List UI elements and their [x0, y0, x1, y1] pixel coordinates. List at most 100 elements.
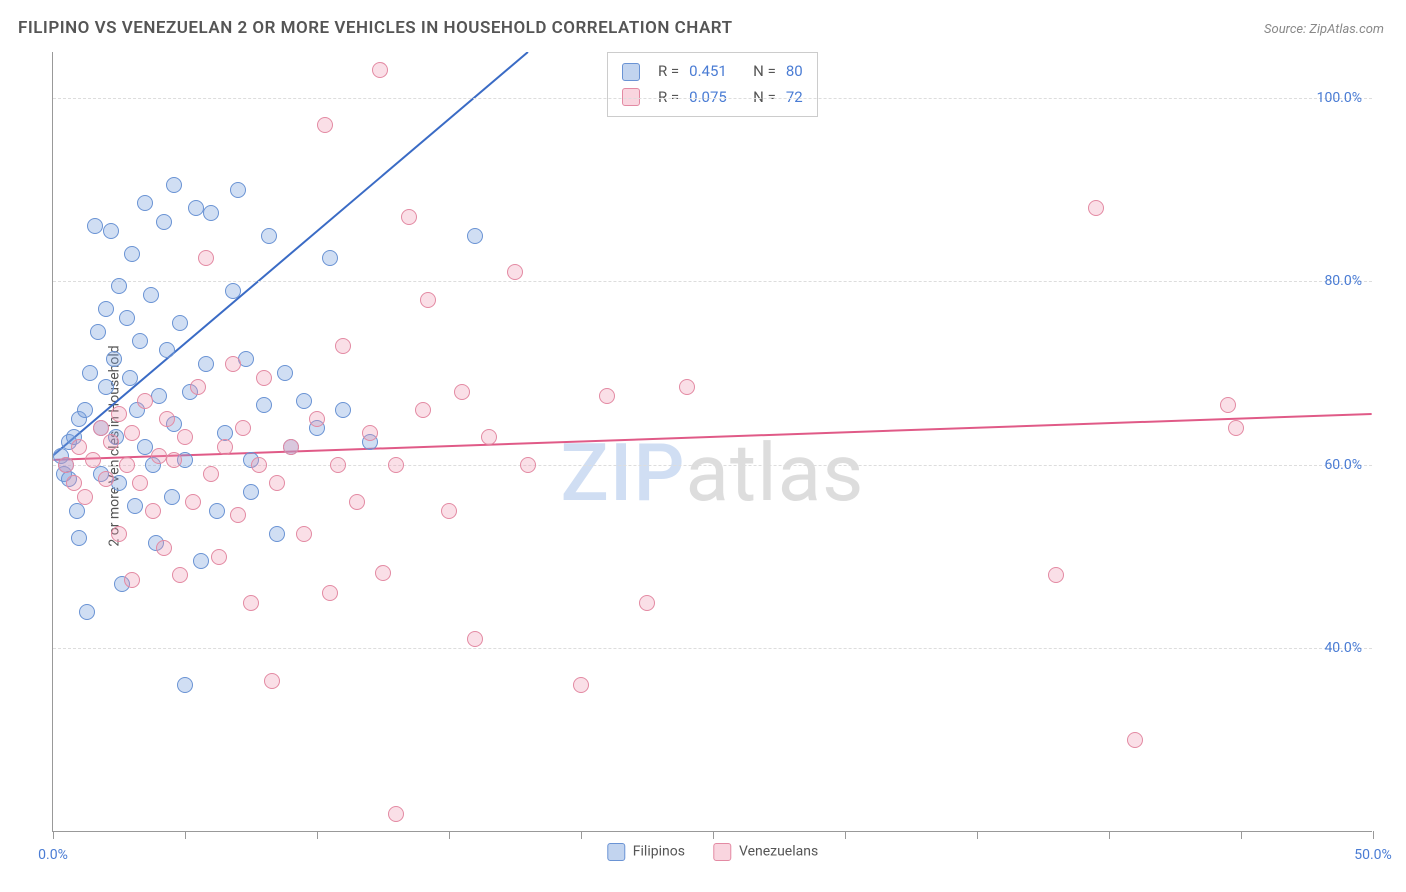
scatter-point — [415, 402, 431, 418]
y-tick-label: 40.0% — [1324, 640, 1362, 656]
y-tick-label: 80.0% — [1324, 273, 1362, 289]
scatter-point — [85, 452, 101, 468]
scatter-point — [401, 209, 417, 225]
scatter-point — [164, 489, 180, 505]
scatter-point — [573, 677, 589, 693]
legend-swatch — [622, 63, 640, 81]
scatter-point — [388, 457, 404, 473]
source-attribution: Source: ZipAtlas.com — [1264, 22, 1384, 37]
n-value: 80 — [786, 59, 803, 85]
scatter-point — [132, 333, 148, 349]
scatter-point — [98, 301, 114, 317]
scatter-point — [193, 553, 209, 569]
scatter-point — [198, 356, 214, 372]
series-legend: FilipinosVenezuelans — [607, 843, 818, 861]
chart-title: FILIPINO VS VENEZUELAN 2 OR MORE VEHICLE… — [18, 18, 733, 38]
scatter-point — [177, 429, 193, 445]
scatter-point — [309, 411, 325, 427]
scatter-point — [190, 379, 206, 395]
scatter-point — [335, 402, 351, 418]
scatter-point — [185, 494, 201, 510]
x-tick — [53, 831, 54, 839]
x-tick-label: 50.0% — [1354, 847, 1392, 863]
scatter-point — [93, 420, 109, 436]
gridline-h — [53, 281, 1372, 282]
scatter-point — [1127, 732, 1143, 748]
scatter-point — [349, 494, 365, 510]
x-tick — [1373, 831, 1374, 839]
scatter-point — [211, 549, 227, 565]
scatter-point — [261, 228, 277, 244]
scatter-point — [317, 117, 333, 133]
scatter-point — [467, 228, 483, 244]
scatter-point — [103, 434, 119, 450]
scatter-point — [481, 429, 497, 445]
x-tick — [977, 831, 978, 839]
scatter-point — [225, 356, 241, 372]
legend-item: Filipinos — [607, 843, 685, 861]
scatter-point — [1228, 420, 1244, 436]
scatter-point — [375, 565, 391, 581]
scatter-point — [188, 200, 204, 216]
scatter-point — [71, 530, 87, 546]
plot-area: ZIPatlas R =0.451N =80R =0.075N =72 Fili… — [52, 52, 1372, 832]
scatter-point — [388, 806, 404, 822]
r-value: 0.451 — [689, 59, 743, 85]
scatter-point — [137, 393, 153, 409]
scatter-point — [119, 457, 135, 473]
scatter-point — [296, 393, 312, 409]
scatter-point — [106, 351, 122, 367]
scatter-point — [122, 370, 138, 386]
scatter-point — [124, 572, 140, 588]
scatter-point — [420, 292, 436, 308]
scatter-point — [639, 595, 655, 611]
scatter-point — [372, 62, 388, 78]
scatter-point — [71, 439, 87, 455]
scatter-point — [203, 466, 219, 482]
scatter-point — [111, 406, 127, 422]
legend-label: Filipinos — [633, 844, 685, 860]
scatter-point — [322, 250, 338, 266]
scatter-point — [1048, 567, 1064, 583]
scatter-point — [520, 457, 536, 473]
x-tick — [581, 831, 582, 839]
scatter-point — [230, 507, 246, 523]
scatter-point — [111, 526, 127, 542]
scatter-point — [77, 489, 93, 505]
scatter-point — [143, 287, 159, 303]
scatter-point — [124, 425, 140, 441]
scatter-point — [441, 503, 457, 519]
scatter-point — [98, 471, 114, 487]
scatter-point — [507, 264, 523, 280]
scatter-point — [82, 365, 98, 381]
scatter-point — [269, 526, 285, 542]
scatter-point — [103, 223, 119, 239]
scatter-point — [1220, 397, 1236, 413]
scatter-point — [159, 342, 175, 358]
scatter-point — [203, 205, 219, 221]
x-tick — [845, 831, 846, 839]
scatter-point — [454, 384, 470, 400]
r-label: R = — [658, 59, 679, 85]
scatter-point — [90, 324, 106, 340]
scatter-point — [1088, 200, 1104, 216]
scatter-point — [159, 411, 175, 427]
scatter-point — [137, 195, 153, 211]
scatter-point — [225, 283, 241, 299]
scatter-point — [256, 397, 272, 413]
gridline-h — [53, 648, 1372, 649]
scatter-point — [177, 677, 193, 693]
scatter-point — [127, 498, 143, 514]
scatter-point — [58, 457, 74, 473]
scatter-point — [172, 315, 188, 331]
watermark-atlas: atlas — [686, 426, 865, 520]
scatter-point — [166, 452, 182, 468]
scatter-point — [277, 365, 293, 381]
scatter-point — [132, 475, 148, 491]
scatter-point — [243, 484, 259, 500]
scatter-point — [172, 567, 188, 583]
scatter-point — [283, 439, 299, 455]
scatter-point — [124, 246, 140, 262]
scatter-point — [66, 475, 82, 491]
scatter-point — [98, 379, 114, 395]
